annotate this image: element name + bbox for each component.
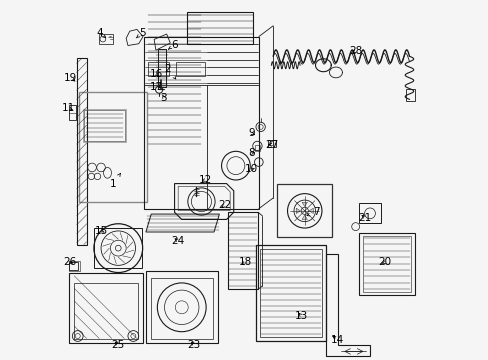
Text: 25: 25 <box>111 340 124 350</box>
Text: 16: 16 <box>150 69 163 79</box>
Text: 6: 6 <box>168 40 178 50</box>
Text: 5: 5 <box>136 28 145 38</box>
Polygon shape <box>302 202 307 207</box>
Text: 14: 14 <box>330 334 344 345</box>
Polygon shape <box>308 208 313 213</box>
Text: 27: 27 <box>264 140 278 150</box>
Bar <box>405 89 414 101</box>
Bar <box>144 37 258 209</box>
Bar <box>254 145 260 151</box>
Text: 22: 22 <box>218 200 231 210</box>
Text: 20: 20 <box>377 257 390 267</box>
Bar <box>83 110 125 140</box>
Text: 9: 9 <box>248 129 254 138</box>
Bar <box>362 236 410 292</box>
Polygon shape <box>302 215 307 219</box>
Text: 13: 13 <box>295 311 308 321</box>
Bar <box>359 203 380 223</box>
Polygon shape <box>296 208 300 213</box>
Bar <box>176 62 204 76</box>
Bar <box>158 49 166 87</box>
Text: 7: 7 <box>306 207 319 217</box>
Bar <box>79 92 147 202</box>
Bar <box>69 273 142 343</box>
Text: 4: 4 <box>96 28 105 38</box>
Text: 23: 23 <box>187 340 201 350</box>
Text: 24: 24 <box>171 236 184 246</box>
Text: 10: 10 <box>244 164 258 174</box>
Text: 26: 26 <box>63 257 76 267</box>
Text: 21: 21 <box>357 213 370 222</box>
Text: 28: 28 <box>348 46 362 56</box>
Bar <box>77 58 86 244</box>
Bar <box>69 105 76 120</box>
Bar <box>147 62 169 76</box>
Bar <box>82 109 126 141</box>
Text: 12: 12 <box>198 175 211 185</box>
Bar <box>276 184 332 237</box>
Bar <box>74 283 138 338</box>
Text: 3: 3 <box>160 93 167 103</box>
Bar <box>150 278 212 338</box>
Bar <box>187 12 253 44</box>
Bar <box>69 261 80 271</box>
Bar <box>94 228 142 268</box>
Text: 18: 18 <box>239 257 252 267</box>
Bar <box>145 271 217 343</box>
Text: 1: 1 <box>110 174 120 189</box>
Text: 11: 11 <box>62 103 75 113</box>
Text: 8: 8 <box>248 148 254 158</box>
Bar <box>260 249 321 337</box>
Text: 17: 17 <box>150 82 163 92</box>
Bar <box>99 34 113 44</box>
Text: 15: 15 <box>95 226 108 236</box>
Bar <box>267 140 275 147</box>
Bar <box>69 262 78 270</box>
Bar <box>227 212 258 289</box>
Bar <box>255 244 325 341</box>
Bar <box>359 233 414 296</box>
Text: 2: 2 <box>164 64 176 79</box>
Text: 19: 19 <box>64 73 77 83</box>
